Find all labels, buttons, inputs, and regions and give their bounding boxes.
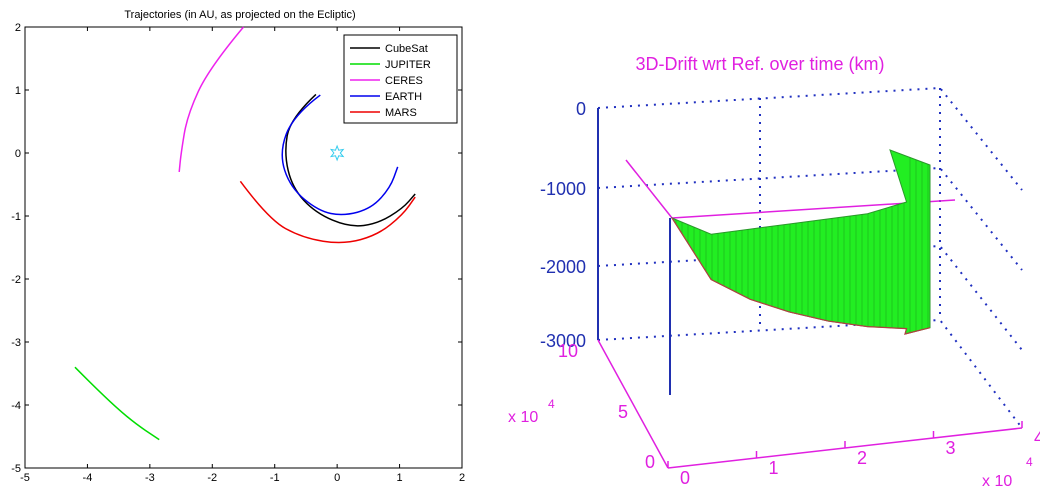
- x-tick-label: 2: [459, 472, 465, 484]
- y-tick-label: 10: [558, 341, 578, 361]
- z-tick-label: -3000: [540, 331, 586, 351]
- y-exponent-label: 4: [548, 397, 555, 411]
- y-multiplier-label: x 10: [508, 409, 538, 426]
- y-tick-label: -1: [11, 211, 21, 223]
- x-tick-label: 3: [945, 438, 955, 458]
- x-tick-label: -2: [207, 472, 217, 484]
- x-tick-label: 1: [397, 472, 403, 484]
- trajectory-axis-ticks: -5 -4 -3 -2 -1 0 1 2 2 1 0 -1 -2 -3 -4 -5: [11, 22, 465, 484]
- series-line-cubesat: [285, 93, 416, 227]
- y-tick-label: 0: [15, 148, 21, 160]
- legend-label-cubesat: CubeSat: [385, 43, 428, 55]
- drift-lower-edge: [671, 217, 931, 335]
- trajectory-chart: Trajectories (in AU, as projected on the…: [11, 9, 465, 484]
- trajectory-series: [74, 26, 416, 441]
- x-tick-label: -1: [270, 472, 280, 484]
- y-tick-label: -2: [11, 274, 21, 286]
- legend-label-earth: EARTH: [385, 91, 422, 103]
- y-tick-label: -3: [11, 337, 21, 349]
- trajectory-legend: CubeSat JUPITER CERES EARTH MARS: [343, 34, 458, 124]
- series-line-ceres: [178, 26, 245, 172]
- legend-box: [343, 34, 458, 124]
- x-tick-label: 4: [1034, 428, 1040, 448]
- trajectory-chart-title: Trajectories (in AU, as projected on the…: [124, 9, 355, 21]
- y-tick-label: 2: [15, 22, 21, 34]
- drift-surface: [670, 149, 931, 335]
- series-line-mars: [239, 180, 416, 244]
- y-tick-label: -5: [11, 463, 21, 475]
- y-tick-label: 5: [618, 402, 628, 422]
- legend-label-mars: MARS: [385, 107, 417, 119]
- x-multiplier-label: x 10: [982, 473, 1012, 490]
- x-tick-label: 2: [857, 448, 867, 468]
- sun-marker: [329, 144, 345, 162]
- legend-label-jupiter: JUPITER: [385, 59, 431, 71]
- x-exponent-label: 4: [1026, 455, 1033, 469]
- drift-chart: 3D-Drift wrt Ref. over time (km) 0 -1000 -…: [508, 54, 1040, 490]
- legend-label-ceres: CERES: [385, 75, 423, 87]
- x-tick-label: 0: [334, 472, 340, 484]
- x-tick-label: -5: [20, 472, 30, 484]
- series-line-earth: [281, 94, 399, 216]
- series-line-jupiter: [74, 366, 160, 441]
- drift-axis-ticks: 0 -1000 -2000 -3000 0 1 2 3 4 x 10 4 0 5 10 x 10 4: [508, 99, 1040, 490]
- x-tick-label: -3: [145, 472, 155, 484]
- sun-star-icon: [329, 144, 345, 162]
- drift-chart-title: 3D-Drift wrt Ref. over time (km): [635, 54, 884, 74]
- z-tick-label: 0: [576, 99, 586, 119]
- z-tick-label: -2000: [540, 257, 586, 277]
- drift-fill-area: [670, 149, 931, 335]
- y-tick-label: 0: [645, 452, 655, 472]
- x-tick-label: 0: [680, 468, 690, 488]
- y-tick-label: 1: [15, 85, 21, 97]
- x-tick-label: -4: [83, 472, 93, 484]
- y-tick-label: -4: [11, 400, 21, 412]
- z-tick-label: -1000: [540, 179, 586, 199]
- x-tick-label: 1: [768, 458, 778, 478]
